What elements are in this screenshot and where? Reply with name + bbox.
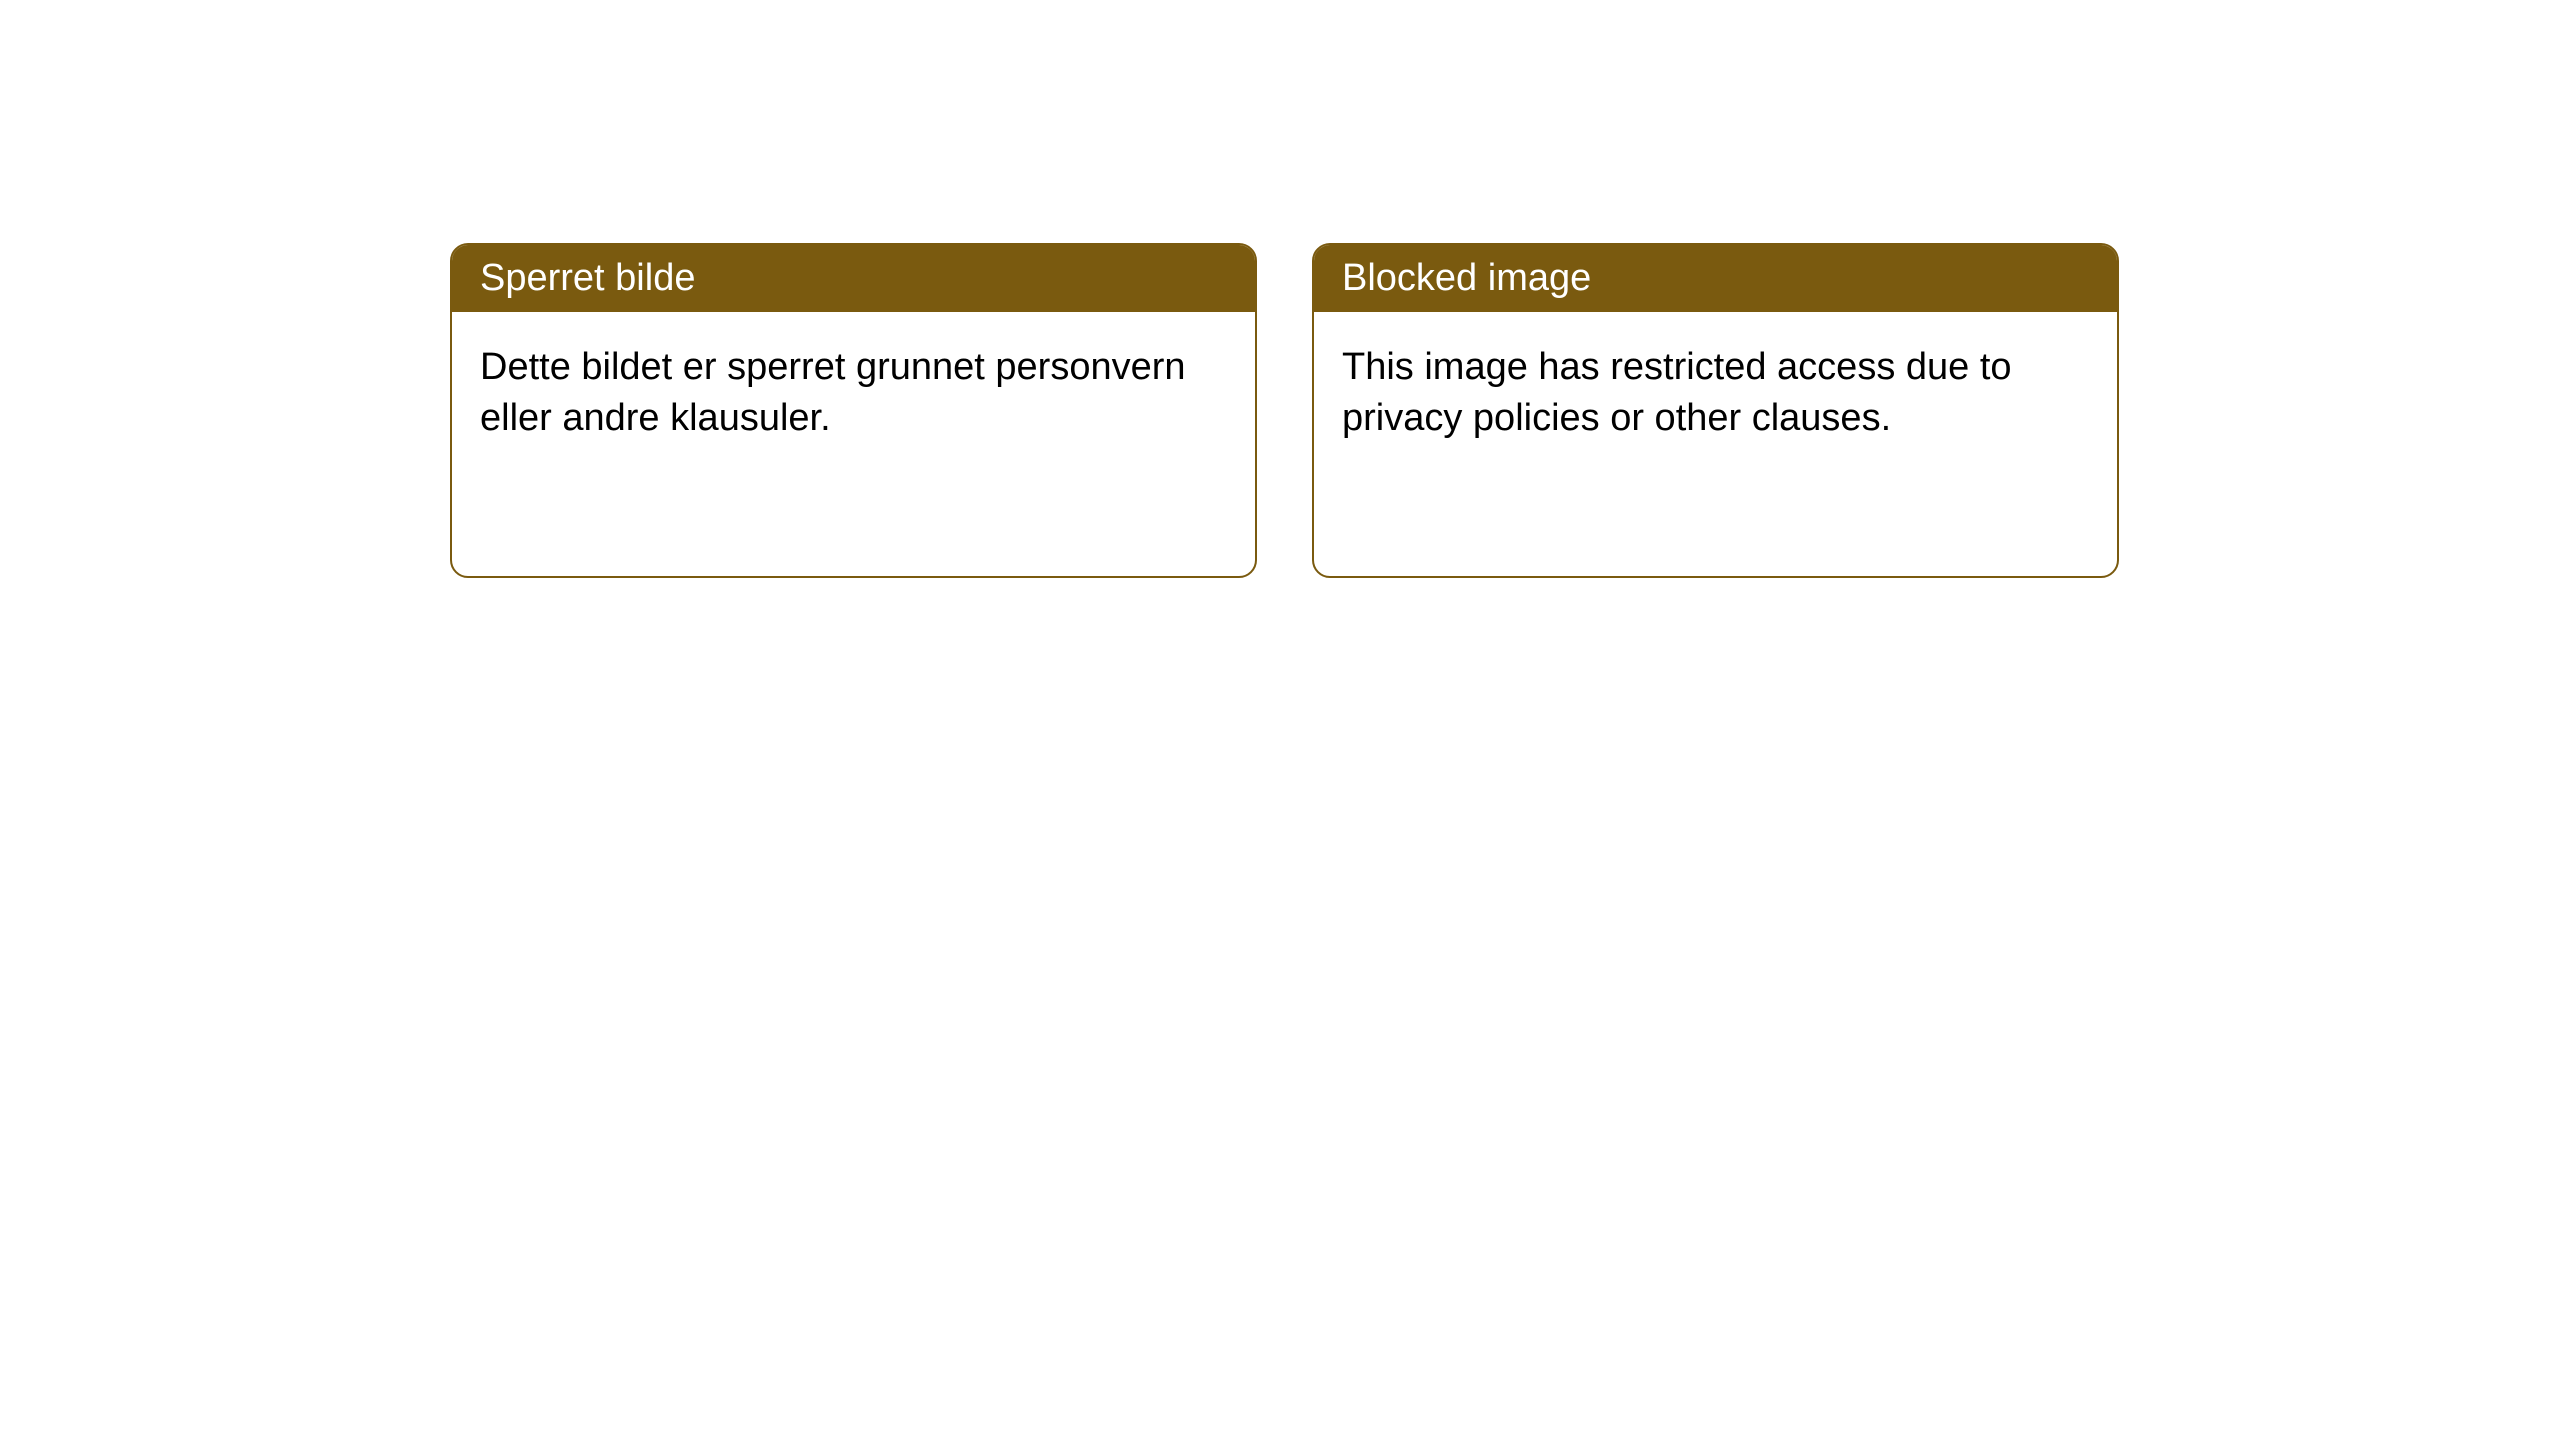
card-body-text: This image has restricted access due to … bbox=[1342, 346, 2012, 439]
notice-card-norwegian: Sperret bilde Dette bildet er sperret gr… bbox=[450, 243, 1257, 578]
card-body: Dette bildet er sperret grunnet personve… bbox=[452, 312, 1255, 475]
card-body: This image has restricted access due to … bbox=[1314, 312, 2117, 475]
card-title: Sperret bilde bbox=[480, 257, 695, 299]
notice-card-english: Blocked image This image has restricted … bbox=[1312, 243, 2119, 578]
card-body-text: Dette bildet er sperret grunnet personve… bbox=[480, 346, 1186, 439]
card-header: Sperret bilde bbox=[452, 245, 1255, 312]
card-header: Blocked image bbox=[1314, 245, 2117, 312]
notice-card-container: Sperret bilde Dette bildet er sperret gr… bbox=[450, 243, 2119, 578]
card-title: Blocked image bbox=[1342, 257, 1591, 299]
